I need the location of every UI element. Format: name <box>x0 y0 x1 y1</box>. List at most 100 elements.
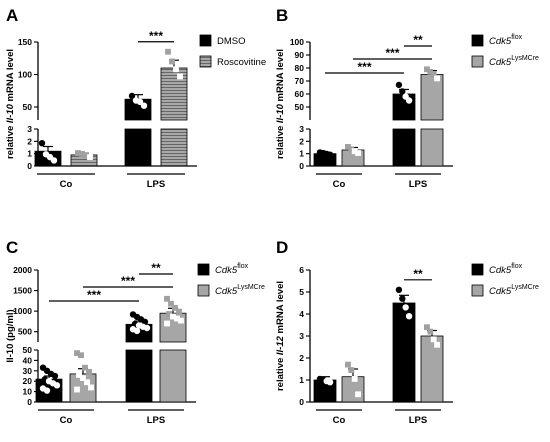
y-tick-label: 30 <box>23 366 33 376</box>
significance-label: *** <box>357 60 371 74</box>
data-point <box>178 317 184 324</box>
y-tick-label: 40 <box>23 355 33 365</box>
bar <box>160 128 188 167</box>
data-point <box>345 361 351 368</box>
legend-swatch <box>197 284 210 297</box>
group-label: LPS <box>147 415 165 426</box>
y-tick-label: 2 <box>299 353 304 363</box>
data-point <box>86 368 92 375</box>
bar <box>159 349 187 403</box>
legend-label: Cdk5LysMCre <box>215 284 265 297</box>
y-axis-label-part: Il-10 <box>275 103 286 123</box>
significance-label: ** <box>151 261 161 275</box>
data-point <box>172 304 178 311</box>
legend-swatch <box>471 55 484 68</box>
data-point <box>177 73 183 80</box>
legend-swatch <box>199 34 212 47</box>
legend-label-main: Cdk5 <box>489 36 512 47</box>
data-point <box>133 327 141 335</box>
group-label: Co <box>333 415 346 426</box>
data-point <box>424 324 430 331</box>
data-point <box>351 375 358 382</box>
legend-swatch <box>471 284 484 297</box>
y-tick-label: 500 <box>18 327 32 337</box>
data-point <box>326 151 334 158</box>
y-tick-label: 6 <box>299 265 304 275</box>
y-tick-label: 50 <box>295 102 305 112</box>
data-point <box>164 320 170 327</box>
y-axis-label: relative Il-10 mRNA level <box>5 49 16 159</box>
panel-letter: A <box>6 6 18 25</box>
bar <box>124 128 152 167</box>
legend-label-main: Cdk5 <box>215 265 238 276</box>
y-tick-label: 80 <box>295 63 305 73</box>
y-tick-label: 3 <box>299 331 304 341</box>
data-point <box>405 313 413 320</box>
data-point <box>140 102 148 109</box>
data-point <box>53 382 61 389</box>
y-tick-label: 3 <box>27 124 32 134</box>
significance-label: ** <box>413 267 423 281</box>
data-point <box>399 295 406 302</box>
y-tick-label: 1500 <box>13 286 32 296</box>
legend-swatch <box>471 34 484 47</box>
y-tick-label: 2 <box>27 136 32 146</box>
y-axis-label-part: relative <box>275 123 286 159</box>
data-point <box>80 375 86 381</box>
legend: DMSO Roscovitine <box>199 34 266 68</box>
data-point <box>50 157 58 164</box>
y-tick-label: 150 <box>18 37 32 47</box>
legend-swatch <box>197 263 210 276</box>
data-point <box>427 328 434 335</box>
data-point <box>51 372 59 380</box>
data-point <box>165 48 171 55</box>
y-tick-label: 1000 <box>13 306 32 316</box>
legend-swatch <box>471 263 484 276</box>
legend-label-sup: LysMCre <box>511 284 539 291</box>
legend-label-sup: LysMCre <box>511 55 539 62</box>
data-point <box>402 304 409 311</box>
data-point <box>405 97 413 104</box>
data-point <box>43 387 51 394</box>
y-axis-label: relative Il-12 mRNA level <box>275 281 286 391</box>
legend-label-main: Cdk5 <box>215 286 238 297</box>
y-tick-label: 50 <box>23 345 33 355</box>
bar <box>392 128 416 167</box>
data-point <box>176 308 182 315</box>
data-point <box>395 286 403 293</box>
y-tick-label: 20 <box>23 376 33 386</box>
data-point <box>430 71 437 78</box>
data-point <box>164 295 170 302</box>
data-point <box>355 391 361 398</box>
y-tick-label: 3 <box>299 124 304 134</box>
y-axis-label: relative Il-10 mRNA level <box>275 49 286 159</box>
y-axis-label-part: mRNA level <box>5 49 16 104</box>
y-axis-label-part: Il-10 <box>5 103 16 123</box>
legend-label: Cdk5LysMCre <box>489 55 539 68</box>
significance-label: *** <box>149 29 163 43</box>
group-label: LPS <box>409 179 427 190</box>
data-point <box>168 300 174 307</box>
data-point <box>128 92 136 100</box>
y-tick-label: 100 <box>290 37 304 47</box>
data-point <box>136 98 144 105</box>
panel-letter: C <box>6 238 18 257</box>
group-label: Co <box>60 415 73 426</box>
legend-label-main: Cdk5 <box>489 286 512 297</box>
y-tick-label: 0 <box>299 161 304 171</box>
significance-label: ** <box>413 33 423 47</box>
y-tick-label: 1 <box>299 149 304 159</box>
significance-label: *** <box>87 288 101 302</box>
y-tick-label: 0 <box>299 397 304 407</box>
legend-label-sup: LysMCre <box>237 284 265 291</box>
significance-label: *** <box>385 46 399 60</box>
data-point <box>434 75 440 82</box>
data-point <box>82 364 88 371</box>
bar <box>420 74 444 121</box>
data-point <box>169 58 175 65</box>
data-point <box>348 367 355 373</box>
data-point <box>326 379 334 386</box>
y-tick-label: 0 <box>27 397 32 407</box>
significance-label: *** <box>121 274 135 288</box>
